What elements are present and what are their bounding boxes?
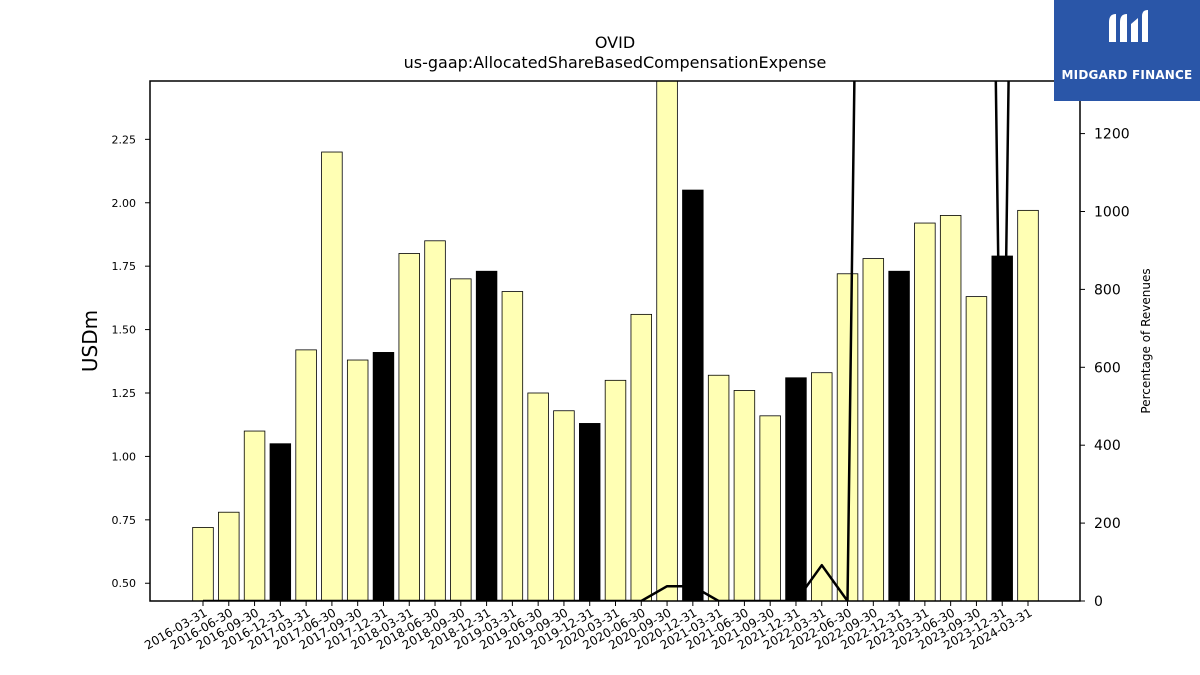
y-tick-label: 0.75: [112, 514, 137, 527]
bar-2017-03-31: [295, 349, 317, 601]
y-tick-label: 0.50: [112, 577, 137, 590]
bar-2017-12-31: [372, 352, 395, 601]
y-tick-label: 1.50: [112, 324, 137, 337]
y2-tick-label: 600: [1094, 360, 1121, 376]
bar-2017-09-30: [346, 359, 369, 601]
bar-2017-06-30: [321, 151, 343, 601]
y2-axis-label: Percentage of Revenues: [1139, 268, 1153, 413]
y-tick-label: 1.25: [112, 387, 137, 400]
bar-2019-09-30: [553, 410, 575, 601]
bar-2023-06-30: [939, 215, 962, 601]
bar-2021-12-31: [785, 377, 807, 601]
y2-tick-label: 200: [1094, 516, 1121, 532]
y-tick-label: 2.00: [112, 197, 137, 210]
y2-tick-label: 0: [1094, 594, 1103, 610]
y-axis: 0.50 0.75 1.00 1.25 1.50 1.75 2.00 2.25: [112, 133, 150, 590]
bar-2021-03-31: [707, 374, 730, 601]
chart-subtitle: us-gaap:AllocatedShareBasedCompensationE…: [404, 53, 827, 72]
x-axis: 2016-03-312016-06-302016-09-302016-12-31…: [142, 601, 1035, 652]
bar-2018-12-31: [475, 270, 498, 601]
bar-2023-09-30: [965, 296, 988, 601]
bar-2020-09-30: [656, 81, 678, 601]
bar-2021-06-30: [733, 390, 756, 601]
y2-tick-label: 800: [1094, 282, 1121, 298]
bar-2016-03-31: [192, 527, 214, 601]
bar-2019-12-31: [579, 423, 601, 601]
y2-tick-label: 400: [1094, 438, 1121, 454]
y2-tick-label: 1200: [1094, 127, 1130, 143]
bar-2020-03-31: [604, 379, 627, 601]
bar-2018-06-30: [424, 240, 446, 601]
y2-tick-label: 1000: [1094, 204, 1130, 220]
bar-2024-03-31: [1017, 209, 1039, 601]
bar-2019-03-31: [501, 291, 524, 601]
bar-2018-03-31: [398, 253, 420, 601]
y-tick-label: 1.75: [112, 260, 137, 273]
bar-2016-06-30: [218, 511, 240, 601]
bars: [192, 81, 1039, 601]
bar-2016-12-31: [269, 443, 292, 601]
bar-2022-09-30: [862, 258, 885, 601]
bar-2021-09-30: [759, 415, 781, 601]
y-axis-label: USDm: [78, 310, 102, 372]
y-tick-label: 2.25: [112, 133, 137, 146]
chart-title: OVID: [595, 33, 635, 52]
y-tick-label: 1.00: [112, 450, 137, 463]
y2-axis: 0 200 400 600 800 1000 1200: [1080, 127, 1130, 610]
midgard-finance-logo: MIDGARD FINANCE: [1054, 0, 1200, 101]
bar-2020-12-31: [682, 189, 704, 601]
bar-2022-06-30: [836, 273, 859, 601]
bar-2016-09-30: [243, 430, 266, 601]
bar-2019-06-30: [527, 392, 549, 601]
midgard-logo-icon: [1109, 10, 1148, 42]
bar-2022-12-31: [888, 270, 910, 601]
logo-text: MIDGARD FINANCE: [1061, 68, 1193, 82]
bar-2018-09-30: [450, 278, 472, 601]
bar-2023-03-31: [914, 222, 936, 601]
bar-2020-06-30: [630, 313, 652, 601]
bar-2023-12-31: [991, 255, 1013, 601]
